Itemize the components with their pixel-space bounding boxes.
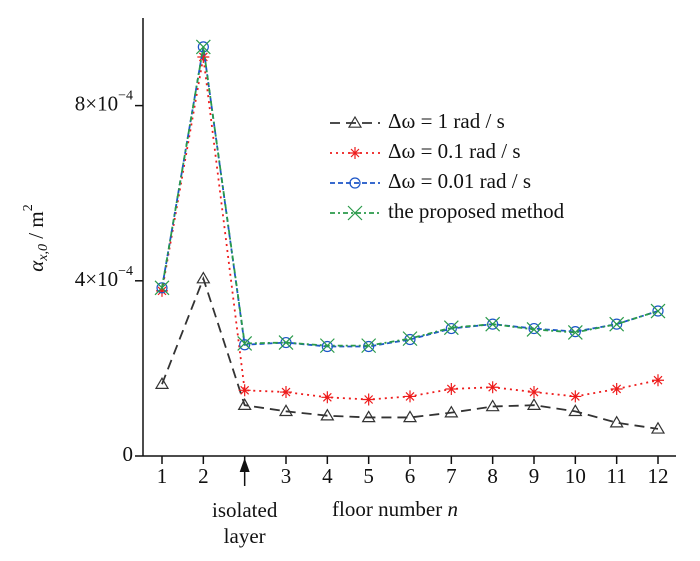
series-line <box>161 275 659 430</box>
x-label-text: floor number <box>332 497 442 521</box>
marker <box>528 322 540 335</box>
marker <box>239 339 251 351</box>
marker <box>154 376 170 389</box>
y-unit: / m <box>24 211 48 244</box>
y-axis-label: αx,0 / m2 <box>21 204 51 271</box>
marker <box>404 390 416 403</box>
y-tick-label: 0 <box>123 442 134 466</box>
marker <box>610 382 623 395</box>
x-tick-label: 6 <box>405 464 416 488</box>
x-tick-label: 10 <box>565 464 586 488</box>
marker <box>443 320 459 336</box>
x-tick-label: 11 <box>607 464 627 488</box>
marker <box>650 303 666 319</box>
legend-label: Δω = 0.1 rad / s <box>388 139 521 163</box>
y-power: 2 <box>21 204 36 211</box>
marker <box>567 325 583 340</box>
legend-label: Δω = 1 rad / s <box>388 109 505 133</box>
marker <box>402 410 418 423</box>
marker <box>528 386 540 399</box>
marker <box>195 39 211 55</box>
svg-text:αx,0 / m2: αx,0 / m2 <box>21 204 51 271</box>
legend-marker <box>349 177 361 189</box>
marker <box>652 374 664 387</box>
y-tick-base: 8×10 <box>75 91 118 115</box>
y-tick-base: 4×10 <box>75 267 118 291</box>
y-tick-label: 4×10−4 <box>75 264 133 291</box>
marker <box>568 404 583 417</box>
marker <box>321 391 334 404</box>
marker <box>650 421 666 434</box>
marker <box>526 398 542 410</box>
x-tick-label: 1 <box>157 464 168 488</box>
marker <box>278 404 294 417</box>
marker <box>445 382 458 395</box>
marker <box>320 408 335 421</box>
x-tick-label: 4 <box>322 464 333 488</box>
marker <box>652 305 664 317</box>
annotation-text: isolated <box>212 498 278 522</box>
x-label-variable: n <box>447 497 458 521</box>
marker <box>321 340 333 353</box>
marker <box>278 335 294 350</box>
annotation-arrowhead <box>239 458 250 472</box>
marker <box>196 271 211 284</box>
x-tick-label: 8 <box>487 464 498 488</box>
series-line <box>161 46 659 347</box>
marker <box>609 316 625 332</box>
marker <box>319 338 335 354</box>
marker <box>238 384 251 397</box>
x-tick-label: 12 <box>648 464 669 488</box>
x-tick-label: 7 <box>446 464 457 488</box>
marker <box>361 338 377 354</box>
marker <box>445 322 457 335</box>
legend-marker <box>349 147 361 159</box>
annotation-text: layer <box>224 524 266 548</box>
marker <box>569 390 582 403</box>
x-tick-label: 2 <box>198 464 209 488</box>
marker <box>362 393 375 406</box>
y-tick-exponent: −4 <box>118 89 133 104</box>
x-tick-label: 9 <box>529 464 540 488</box>
y-symbol: α <box>24 260 48 272</box>
legend-label: the proposed method <box>388 199 565 223</box>
y-tick-label: 8×10−4 <box>75 89 133 116</box>
marker <box>485 316 501 332</box>
y-tick-exponent: −4 <box>118 264 133 279</box>
marker <box>154 280 170 296</box>
legend-label: Δω = 0.01 rad / s <box>388 169 531 193</box>
marker <box>361 410 376 423</box>
marker <box>363 340 375 353</box>
marker <box>444 405 459 418</box>
marker <box>237 398 252 410</box>
marker <box>611 318 623 330</box>
x-tick-label: 3 <box>281 464 292 488</box>
series-line <box>161 46 659 348</box>
marker <box>280 386 292 399</box>
y-subscript: x,0 <box>36 244 51 262</box>
marker <box>237 336 253 351</box>
marker <box>526 321 542 337</box>
x-axis-label: floor number n <box>332 497 458 521</box>
legend-marker <box>347 205 363 221</box>
legend-marker <box>347 115 363 128</box>
marker <box>609 415 624 428</box>
marker <box>156 284 168 297</box>
x-tick-label: 5 <box>363 464 374 488</box>
marker <box>402 331 418 347</box>
marker <box>485 399 500 412</box>
marker <box>197 50 210 63</box>
marker <box>486 381 499 394</box>
